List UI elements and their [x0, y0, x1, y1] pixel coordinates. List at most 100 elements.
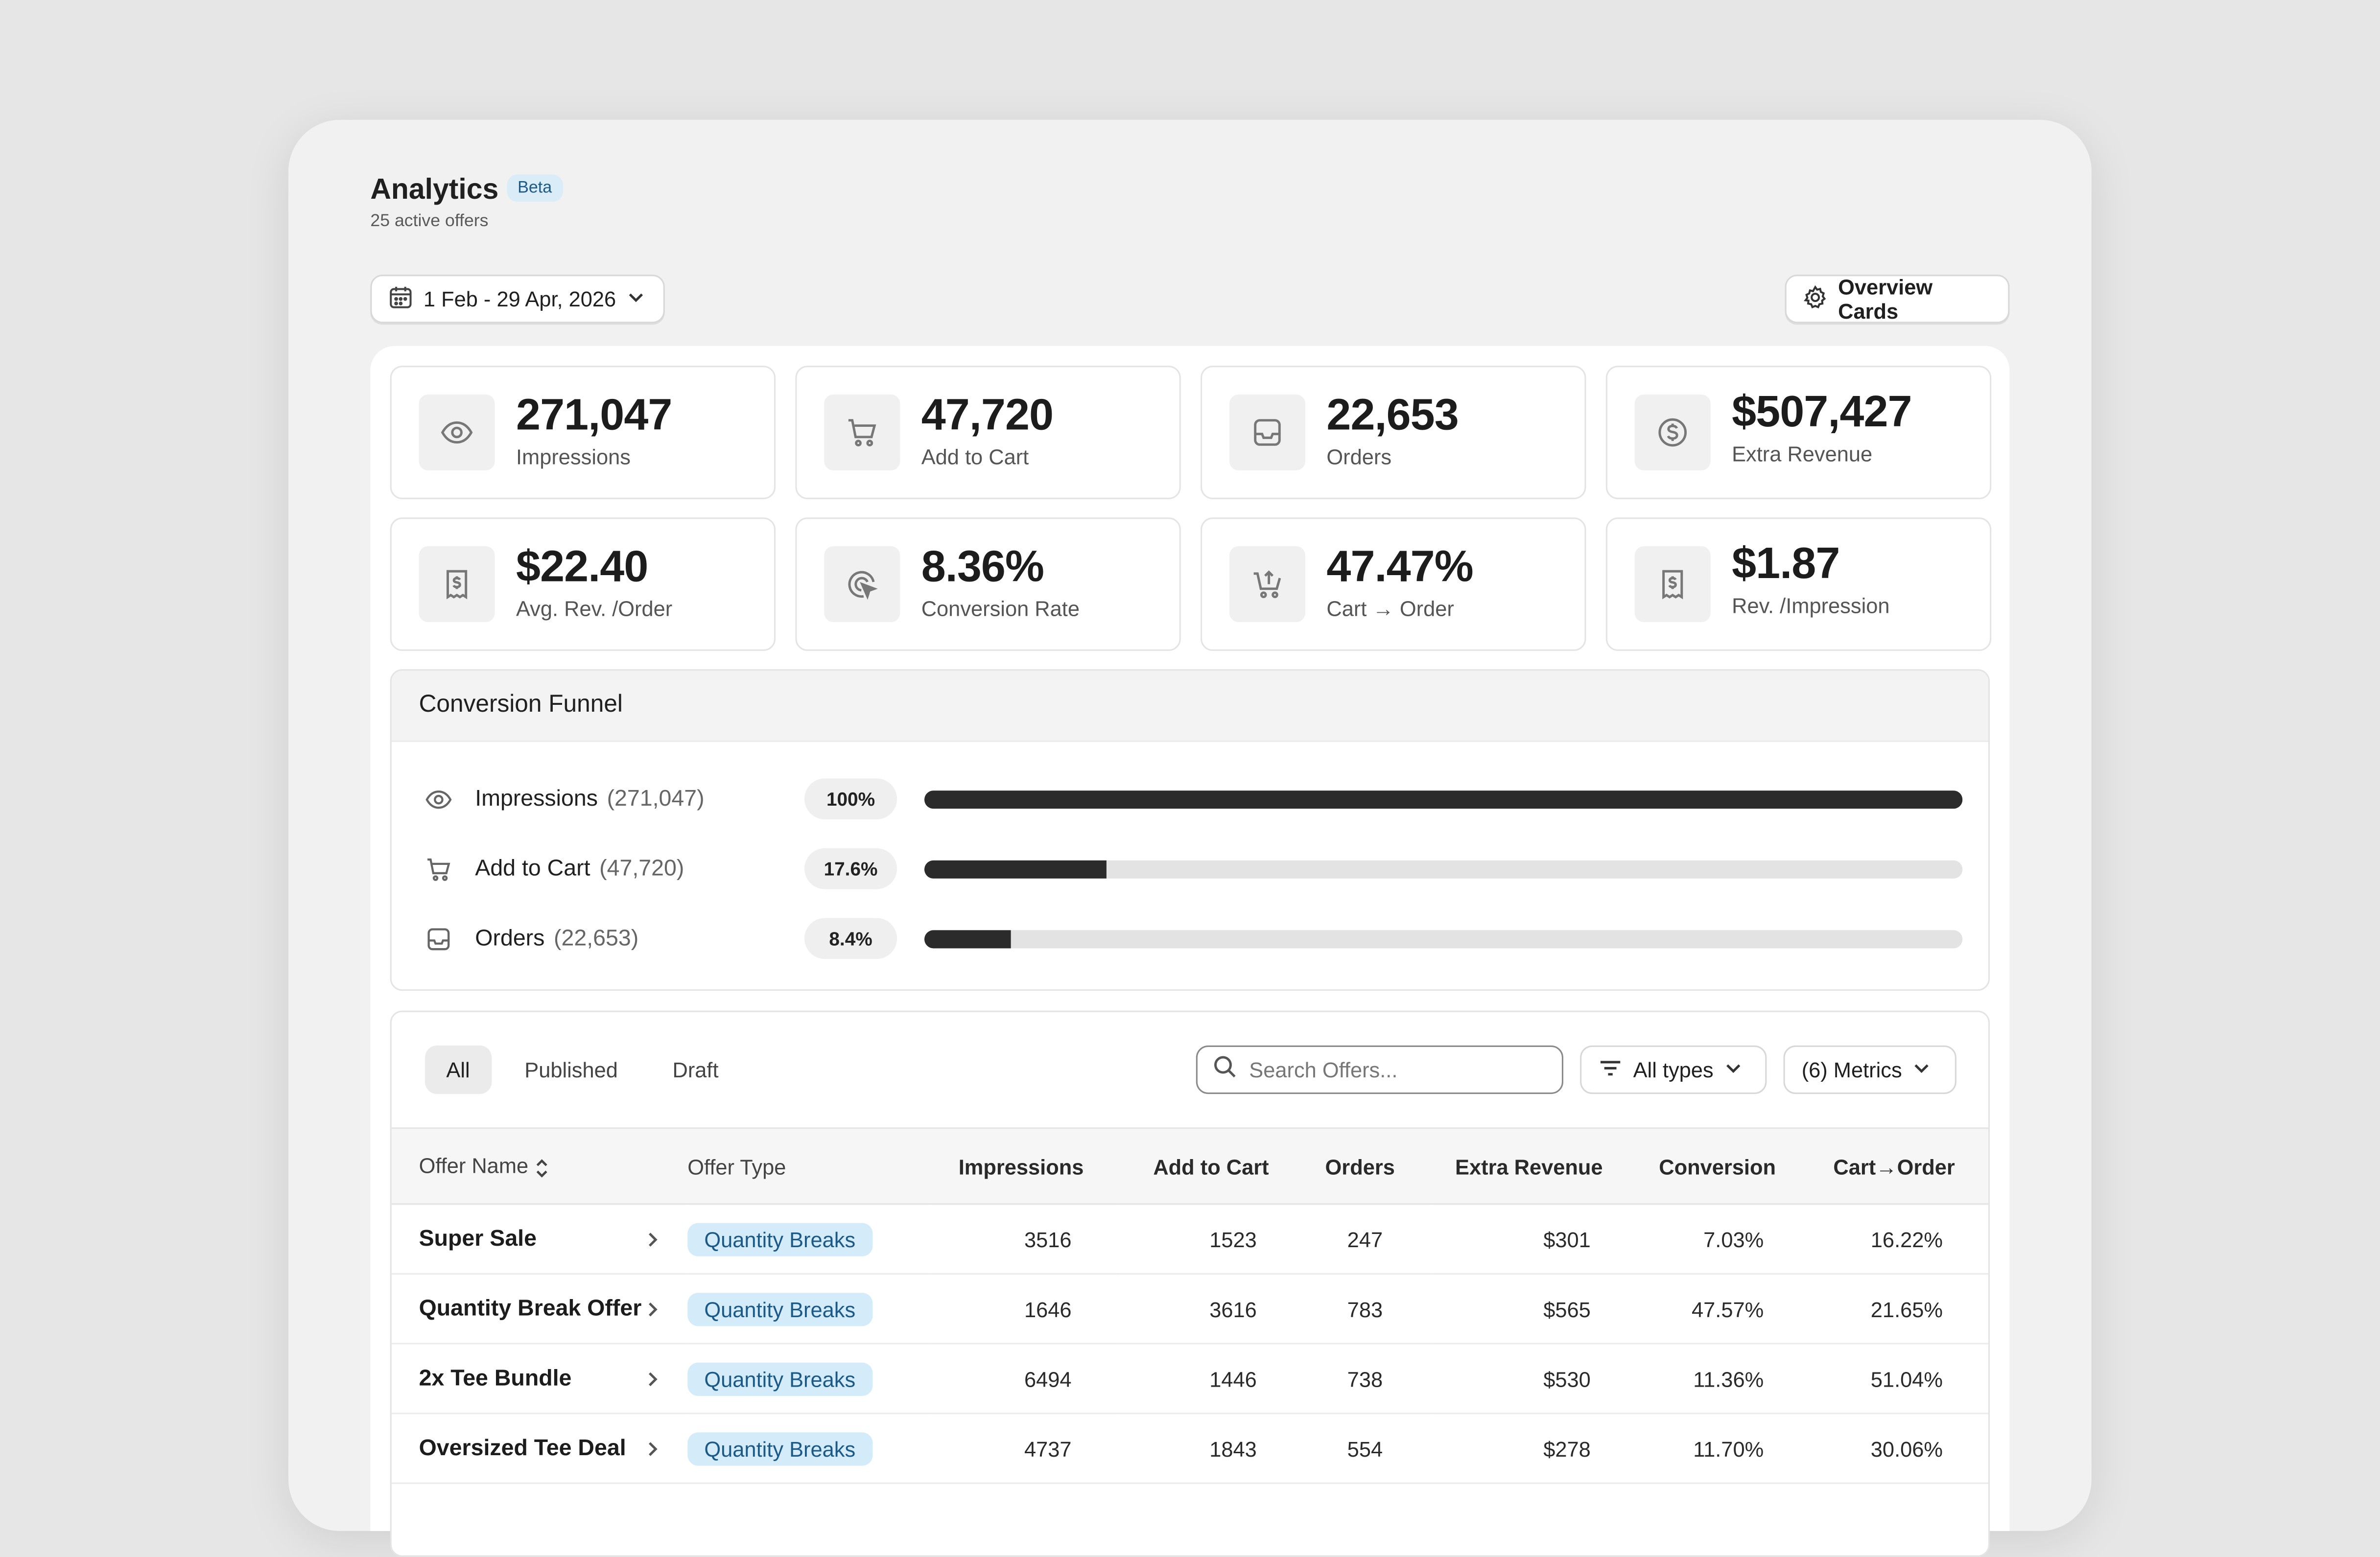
chevron-right-icon[interactable] [645, 1229, 660, 1255]
offer-type: Quantity Breaks [687, 1204, 930, 1274]
sort-icon[interactable] [534, 1154, 549, 1178]
stat-label: Cart → Order [1326, 596, 1454, 621]
stat-label: Avg. Rev. /Order [516, 596, 673, 621]
offer-name[interactable]: Super Sale [392, 1204, 687, 1274]
column-header-extra-revenue[interactable]: Extra Revenue [1455, 1154, 1603, 1179]
eye-icon [419, 395, 495, 470]
table-header-row: Offer Name Offer Type Impressions Add to… [391, 1128, 1988, 1204]
cell-impressions: 6494 [1024, 1366, 1072, 1391]
analytics-panel: Analytics Beta 25 active offers 1 Feb - … [288, 119, 2092, 1557]
cell-conversion: 11.36% [1693, 1366, 1764, 1391]
stat-label: Extra Revenue [1732, 442, 1873, 466]
filter-icon [1598, 1055, 1623, 1084]
stat-value: $22.40 [516, 543, 648, 592]
funnel-percent: 8.4% [804, 918, 897, 959]
stat-label: Rev. /Impression [1732, 593, 1890, 618]
table-row[interactable]: Super Sale Quantity Breaks 3516 1523 247… [391, 1204, 1988, 1274]
cell-orders: 783 [1347, 1296, 1383, 1321]
search-box[interactable] [1196, 1045, 1563, 1094]
table-row[interactable]: Quantity Break Offer Quantity Breaks 164… [391, 1274, 1988, 1344]
cell-extra-revenue: $530 [1543, 1366, 1591, 1391]
column-header-offer-type[interactable]: Offer Type [687, 1154, 786, 1179]
cart-upload-icon [1229, 546, 1305, 622]
funnel-row-impressions: Impressions (271,047) 100% [392, 778, 1988, 821]
metrics-dropdown[interactable]: (6) Metrics [1783, 1045, 1956, 1094]
type-filter-dropdown[interactable]: All types [1580, 1045, 1767, 1094]
chevron-right-icon[interactable] [645, 1439, 660, 1464]
cell-add-to-cart: 1446 [1209, 1366, 1257, 1391]
inbox-icon [1229, 395, 1305, 470]
gear-icon [1803, 284, 1828, 313]
stat-value: $1.87 [1732, 540, 1840, 589]
dollar-circle-icon [1634, 395, 1711, 470]
stat-card-conversion-rate[interactable]: 8.36% Conversion Rate [795, 517, 1181, 651]
stat-card-avg-revenue-order[interactable]: $22.40 Avg. Rev. /Order [390, 517, 776, 651]
stat-card-revenue-per-impression[interactable]: $1.87 Rev. /Impression [1605, 517, 1992, 651]
column-header-orders[interactable]: Orders [1325, 1154, 1395, 1179]
funnel-bar-fill [924, 860, 1108, 879]
cell-add-to-cart: 1843 [1209, 1436, 1257, 1461]
metrics-label: (6) Metrics [1801, 1057, 1902, 1082]
cell-cart-order: 30.06% [1870, 1436, 1943, 1461]
stat-card-cart-to-order[interactable]: 47.47% Cart → Order [1201, 517, 1586, 651]
cell-impressions: 4737 [1024, 1436, 1072, 1461]
tab-all[interactable]: All [425, 1045, 492, 1094]
stat-card-extra-revenue[interactable]: $507,427 Extra Revenue [1605, 366, 1992, 499]
funnel-bar-fill [924, 930, 1012, 949]
cell-impressions: 1646 [1024, 1296, 1072, 1321]
overview-cards-button[interactable]: Overview Cards [1785, 275, 2010, 324]
column-header-offer-name[interactable]: Offer Name [392, 1128, 687, 1204]
dashboard-content: 271,047 Impressions 47,720 Add to Cart 2… [370, 346, 2010, 1557]
type-filter-label: All types [1633, 1057, 1714, 1082]
stat-card-add-to-cart[interactable]: 47,720 Add to Cart [795, 366, 1181, 499]
cell-extra-revenue: $565 [1543, 1296, 1591, 1321]
chevron-right-icon[interactable] [645, 1369, 660, 1394]
funnel-percent: 17.6% [804, 848, 897, 889]
receipt-icon [1634, 546, 1711, 622]
cell-add-to-cart: 1523 [1209, 1227, 1257, 1251]
funnel-percent: 100% [804, 778, 897, 819]
offer-type-badge: Quantity Breaks [687, 1431, 872, 1465]
column-header-cart-order[interactable]: Cart→Order [1833, 1154, 1955, 1179]
overview-cards-label: Overview Cards [1838, 275, 1933, 324]
funnel-label: Orders (22,653) [475, 926, 639, 952]
table-row[interactable]: Oversized Tee Deal Quantity Breaks 4737 … [391, 1414, 1988, 1484]
offer-type-badge: Quantity Breaks [687, 1222, 872, 1256]
date-range-label: 1 Feb - 29 Apr, 2026 [423, 286, 616, 311]
stat-value: 22,653 [1326, 391, 1459, 440]
eye-icon [425, 786, 452, 821]
search-input[interactable] [1249, 1057, 1523, 1082]
stat-value: 8.36% [921, 543, 1044, 592]
cell-add-to-cart: 3616 [1209, 1296, 1257, 1321]
table-row[interactable]: 2x Tee Bundle Quantity Breaks 6494 1446 … [391, 1344, 1988, 1414]
offer-type: Quantity Breaks [687, 1414, 930, 1484]
cell-impressions: 3516 [1024, 1227, 1072, 1251]
stat-card-impressions[interactable]: 271,047 Impressions [390, 366, 776, 499]
target-cursor-icon [824, 546, 900, 622]
stat-label: Conversion Rate [921, 596, 1080, 621]
offer-name[interactable]: 2x Tee Bundle [392, 1344, 687, 1414]
cell-orders: 247 [1347, 1227, 1383, 1251]
stat-value: 47,720 [921, 391, 1054, 440]
stat-value: 271,047 [516, 391, 672, 440]
chevron-down-icon [1724, 1058, 1742, 1082]
chevron-right-icon[interactable] [645, 1299, 660, 1325]
offer-name[interactable]: Oversized Tee Deal [392, 1414, 687, 1484]
offer-name[interactable]: Quantity Break Offer [392, 1274, 687, 1344]
date-range-picker[interactable]: 1 Feb - 29 Apr, 2026 [370, 275, 665, 324]
column-header-impressions[interactable]: Impressions [958, 1154, 1084, 1179]
stat-value: $507,427 [1732, 388, 1912, 437]
funnel-row-add-to-cart: Add to Cart (47,720) 17.6% [392, 848, 1988, 891]
tab-draft[interactable]: Draft [672, 1057, 719, 1082]
funnel-bar-track [924, 860, 1963, 879]
stat-card-orders[interactable]: 22,653 Orders [1201, 366, 1586, 499]
cell-orders: 554 [1347, 1436, 1383, 1461]
offers-table: Offer Name Offer Type Impressions Add to… [391, 1127, 1988, 1484]
cell-conversion: 11.70% [1693, 1436, 1764, 1461]
tab-published[interactable]: Published [524, 1057, 618, 1082]
column-header-add-to-cart[interactable]: Add to Cart [1153, 1154, 1269, 1179]
chevron-down-icon [627, 287, 645, 311]
column-header-conversion[interactable]: Conversion [1659, 1154, 1776, 1179]
stat-value: 47.47% [1326, 543, 1473, 592]
funnel-bar-track [924, 790, 1963, 809]
